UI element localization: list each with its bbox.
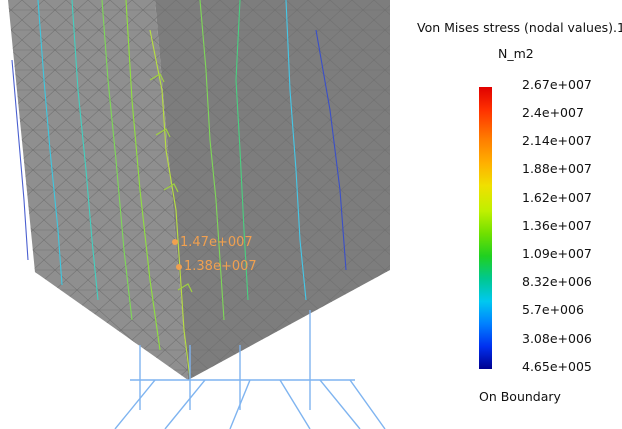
annotation-max-label: 1.47e+007 — [180, 235, 253, 250]
legend-tick: 1.36e+007 — [522, 218, 592, 233]
boundary-constraint — [114, 310, 386, 429]
legend-title: Von Mises stress (nodal values).1 — [417, 20, 622, 35]
legend-tick: 5.7e+006 — [522, 302, 584, 317]
annotation-min-label: 1.38e+007 — [184, 259, 257, 274]
legend-unit: N_m2 — [498, 46, 534, 61]
contour-lines — [11, 0, 347, 379]
legend-tick: 1.88e+007 — [522, 161, 592, 176]
legend-tick: 2.4e+007 — [522, 105, 584, 120]
load-arrows — [149, 73, 193, 293]
color-bar — [479, 87, 492, 369]
legend-tick: 2.14e+007 — [522, 133, 592, 148]
legend-tick: 1.09e+007 — [522, 246, 592, 261]
legend-tick: 1.62e+007 — [522, 190, 592, 205]
legend-tick: 3.08e+006 — [522, 331, 592, 346]
legend-footer: On Boundary — [479, 389, 561, 404]
annotation-max[interactable]: 1.47e+007 — [172, 235, 253, 250]
legend-tick: 8.32e+006 — [522, 274, 592, 289]
annotation-min[interactable]: 1.38e+007 — [176, 259, 257, 274]
legend-tick: 2.67e+007 — [522, 77, 592, 92]
legend-tick: 4.65e+005 — [522, 359, 592, 374]
